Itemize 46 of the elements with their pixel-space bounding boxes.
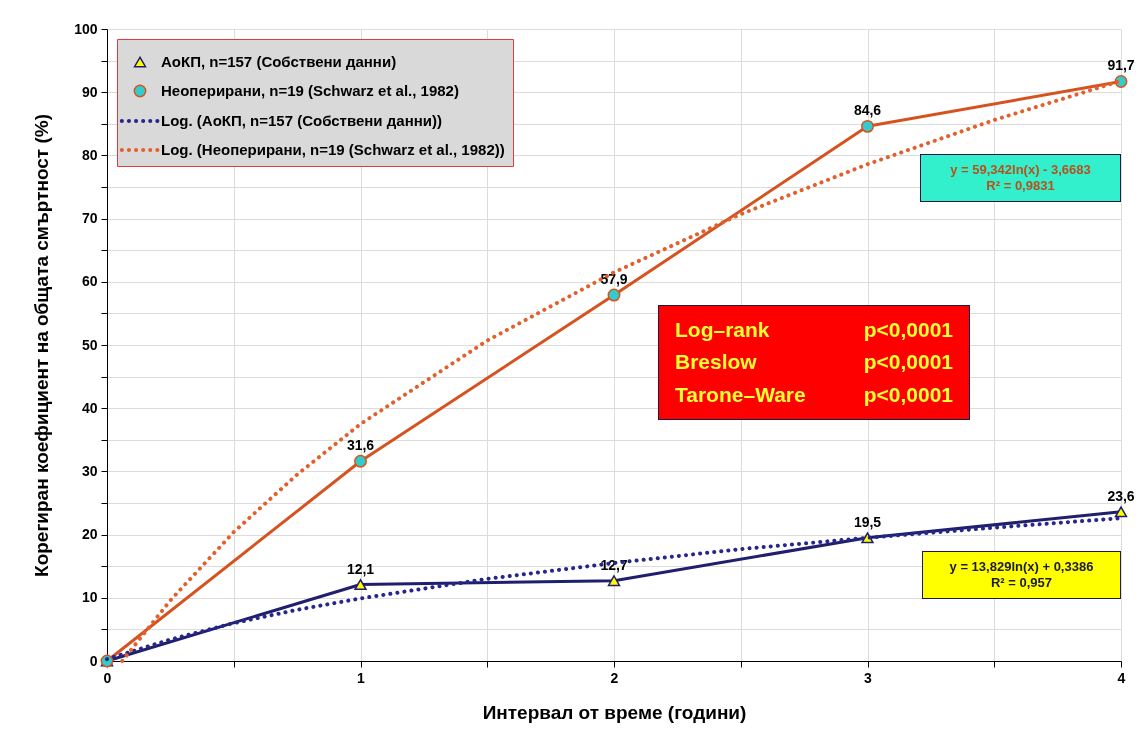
y-tick-label: 90 (81, 83, 98, 100)
x-tick-label: 2 (610, 669, 619, 686)
legend-label: Log. (АоКП, n=157 (Собствени данни)) (161, 112, 442, 129)
data-label: 19,5 (853, 513, 882, 530)
x-tick-label: 3 (864, 669, 873, 686)
y-tick-label: 100 (74, 20, 98, 37)
note-box: y = 13,829ln(x) + 0,3386 R² = 0,957 (922, 551, 1121, 599)
y-tick-label: 10 (81, 589, 98, 606)
data-label: 57,9 (600, 271, 628, 288)
note-box: y = 59,342ln(x) - 3,6683 R² = 0,9831 (920, 154, 1121, 202)
annotation: p<0,0001 (863, 317, 953, 344)
annotation: Tarone–Ware (675, 381, 806, 408)
point (1114, 506, 1128, 518)
data-label: 31,6 (346, 437, 375, 454)
point (607, 575, 621, 587)
data-label: 23,6 (1107, 487, 1135, 504)
annotation: p<0,0001 (863, 349, 953, 376)
x-axis-title: Интервал от време (години) (482, 701, 747, 723)
y-axis-title: Корегиран коефициент на общата смъртност (%) (31, 114, 53, 577)
y-tick-label: 30 (81, 462, 98, 479)
annotation: p<0,0001 (863, 381, 953, 408)
y-tick-label: 40 (81, 399, 98, 416)
y-tick-label: 70 (81, 210, 98, 227)
point (861, 119, 874, 133)
point (607, 288, 621, 302)
data-label: 91,7 (1107, 57, 1135, 74)
legend-label: Неоперирани, n=19 (Schwarz et al., 1982) (161, 82, 459, 99)
data-label: 12,1 (346, 560, 375, 577)
annotation: Breslow (675, 349, 758, 376)
legend-label: АоКП, n=157 (Собствени данни) (161, 53, 397, 70)
y-tick-label: 50 (81, 336, 98, 353)
y-tick-label: 60 (81, 273, 98, 290)
x-tick-label: 4 (1117, 669, 1126, 686)
point (354, 579, 367, 591)
legend-label: Log. (Неоперирани, n=19 (Schwarz et al., 1982)) (161, 141, 505, 158)
y-tick-label: 0 (89, 652, 98, 669)
y-tick-label: 80 (81, 146, 98, 163)
point (354, 454, 367, 468)
x-tick-label: 0 (103, 669, 112, 686)
x-tick-label: 1 (357, 669, 366, 686)
annotation: y = 59,342ln(x) - 3,6683 R² = 0,9831 (950, 161, 1091, 195)
annotation: Log–rank (675, 317, 771, 344)
y-tick-label: 20 (81, 526, 98, 543)
data-label: 84,6 (853, 102, 882, 119)
data-label: 12,7 (600, 556, 628, 573)
annotation: y = 13,829ln(x) + 0,3386 R² = 0,957 (949, 558, 1094, 592)
